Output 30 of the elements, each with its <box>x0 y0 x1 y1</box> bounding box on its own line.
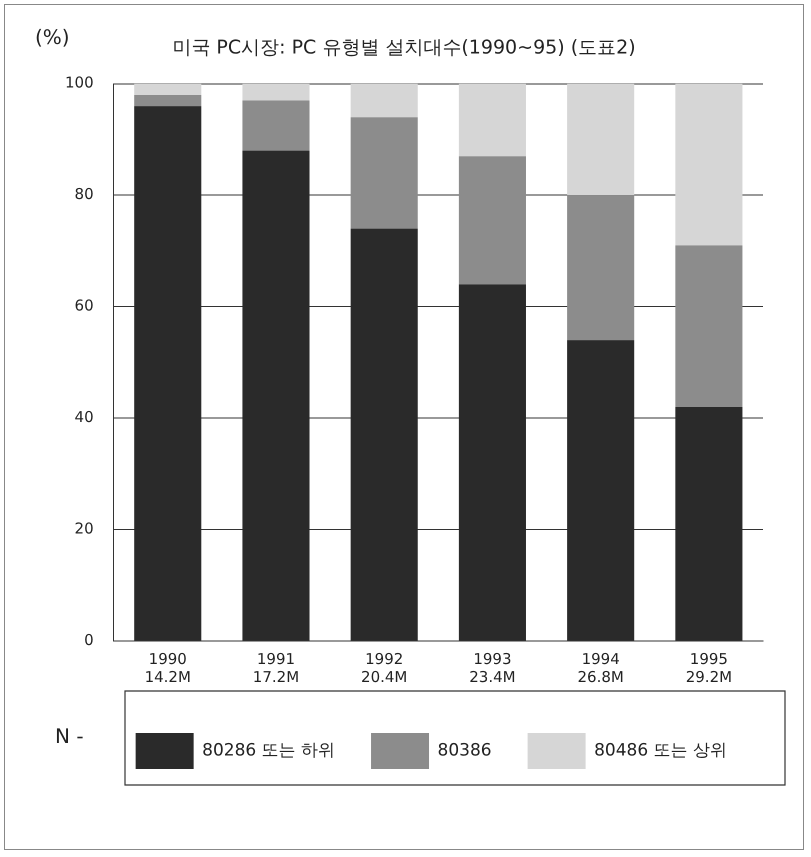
y-tick-label: 20 <box>74 519 94 538</box>
x-tick-label: 1993 23.4M <box>469 650 516 686</box>
y-tick-label: 100 <box>64 74 94 92</box>
bar <box>675 84 742 246</box>
y-tick-label: 40 <box>74 408 94 426</box>
y-tick-label: 80 <box>74 185 94 204</box>
y-tick-label: 0 <box>84 630 94 649</box>
y-axis-title: (%) <box>35 25 70 50</box>
x-tick-label: 1992 20.4M <box>361 650 408 686</box>
text: N - <box>55 724 84 748</box>
x-tick-label: 1990 14.2M <box>144 650 191 686</box>
x-tick-label: 1991 17.2M <box>252 650 300 686</box>
bar <box>242 84 310 101</box>
x-tick-label: 1994 26.8M <box>577 650 624 686</box>
bar <box>675 245 742 407</box>
bar <box>567 195 634 340</box>
legend-label: 80486 또는 상위 <box>594 740 728 760</box>
bar <box>458 84 526 156</box>
bar <box>242 100 310 151</box>
y-tick-label: 60 <box>74 296 94 315</box>
x-tick-label: 1995 29.2M <box>686 650 732 686</box>
bar <box>134 94 202 106</box>
bar <box>567 84 634 196</box>
legend-label: 80286 또는 하위 <box>202 740 336 760</box>
bar <box>350 84 418 118</box>
bar <box>350 117 418 229</box>
bar <box>134 84 202 95</box>
chart-title: 미국 PC시장: PC 유형별 설치대수(1990~95) (도표2) <box>172 36 636 58</box>
bar <box>458 156 526 284</box>
legend-label: 80386 <box>438 740 492 760</box>
